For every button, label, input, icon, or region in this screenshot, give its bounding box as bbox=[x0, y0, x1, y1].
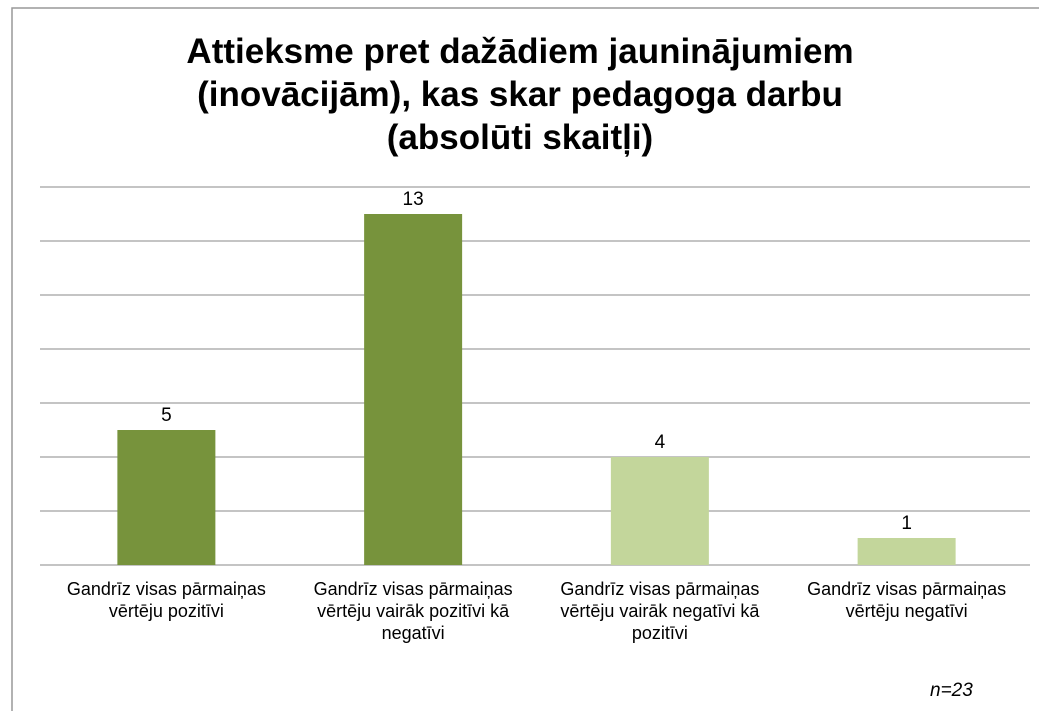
bar bbox=[610, 457, 709, 565]
data-label: 5 bbox=[161, 405, 172, 426]
bar bbox=[364, 214, 463, 565]
x-tick-label: Gandrīz visas pārmaiņas vērtēju vairāk n… bbox=[560, 579, 760, 643]
x-tick-label: Gandrīz visas pārmaiņas vērtēju pozitīvi bbox=[66, 579, 266, 621]
frame bbox=[11, 7, 1039, 711]
annotation: n=23 bbox=[930, 680, 973, 701]
data-label: 1 bbox=[901, 513, 912, 534]
x-tick-label: Gandrīz visas pārmaiņas vērtēju vairāk p… bbox=[313, 579, 513, 643]
data-label: 4 bbox=[655, 432, 666, 453]
x-tick-label: Gandrīz visas pārmaiņas vērtēju negatīvi bbox=[807, 579, 1007, 621]
chart-title: Attieksme pret dažādiem jauninājumiem (i… bbox=[186, 32, 854, 157]
bar bbox=[857, 538, 956, 565]
bar bbox=[117, 430, 216, 565]
data-label: 13 bbox=[403, 189, 424, 210]
